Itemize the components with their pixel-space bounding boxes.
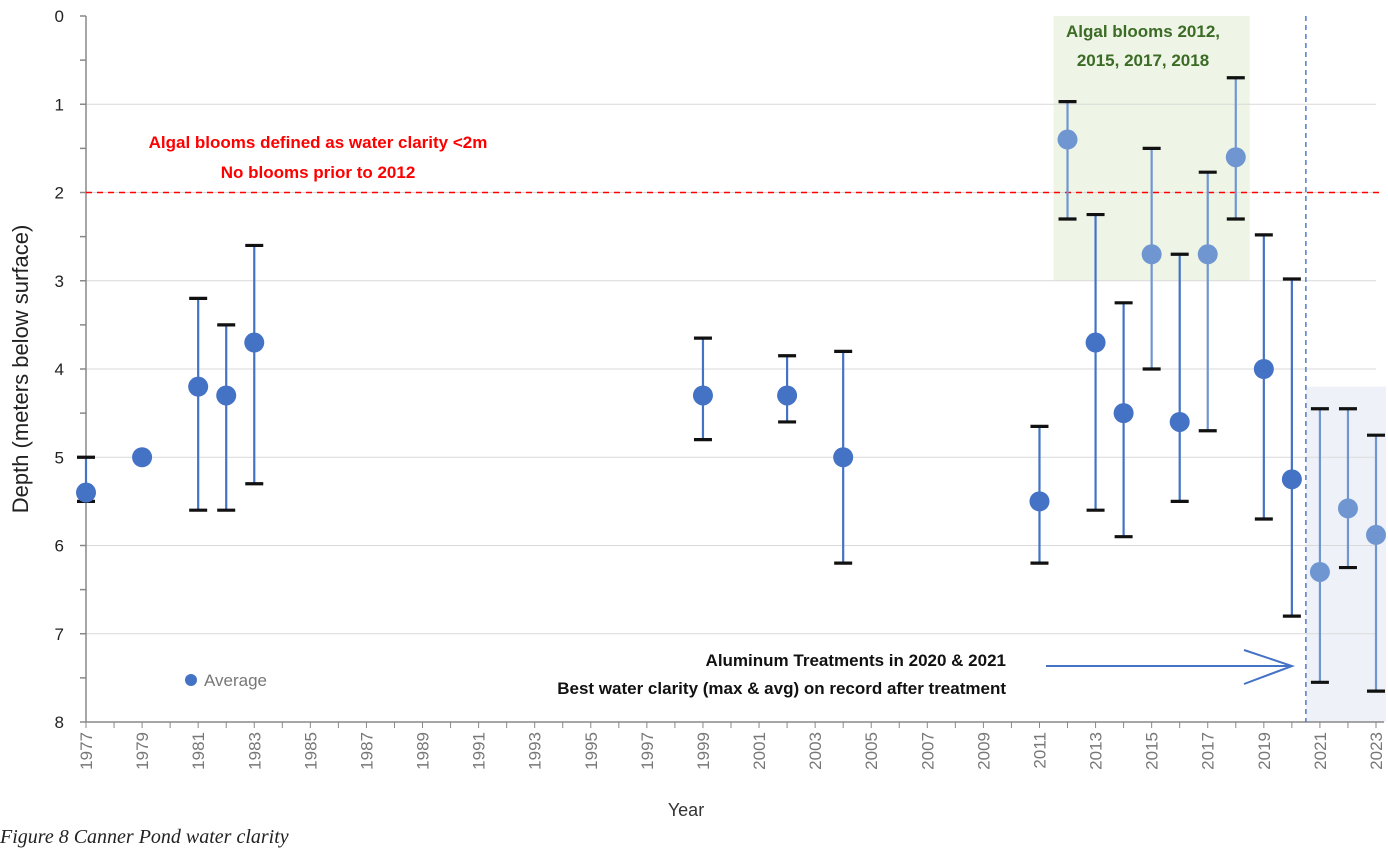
threshold-note-line1: Algal blooms defined as water clarity <2…	[149, 133, 488, 152]
average-point	[244, 332, 265, 353]
legend-label: Average	[204, 671, 267, 690]
x-tick-label: 2011	[1030, 732, 1049, 769]
y-tick-label: 8	[55, 713, 64, 732]
y-tick-label: 1	[55, 95, 64, 114]
legend-marker	[185, 674, 197, 686]
average-point	[76, 482, 96, 503]
average-point	[777, 385, 798, 406]
average-point	[1225, 147, 1246, 168]
axes	[85, 16, 1384, 723]
treatment-arrow	[1046, 649, 1295, 685]
average-point	[1366, 524, 1386, 545]
bloom-note-line1: Algal blooms 2012,	[1066, 22, 1220, 41]
y-tick-label: 0	[55, 7, 64, 26]
average-point	[1057, 129, 1078, 150]
x-tick-label: 1997	[638, 732, 657, 770]
legend: Average	[185, 671, 267, 690]
bloom-note-line2: 2015, 2017, 2018	[1077, 51, 1209, 70]
average-point	[188, 376, 209, 397]
bloom-annotation: Algal blooms 2012, 2015, 2017, 2018	[1066, 22, 1220, 70]
x-tick-label: 1979	[133, 732, 152, 770]
average-point	[1029, 491, 1050, 512]
x-tick-label: 1991	[470, 732, 489, 770]
average-point	[1337, 498, 1358, 519]
threshold-note-line2: No blooms prior to 2012	[221, 163, 416, 182]
x-tick-label: 2001	[750, 732, 769, 770]
y-tick-label: 4	[55, 360, 64, 379]
reference-lines	[86, 16, 1384, 722]
x-tick-label: 2021	[1311, 732, 1330, 770]
treatment-note-line1: Aluminum Treatments in 2020 & 2021	[706, 651, 1006, 670]
x-axis-title: Year	[668, 800, 704, 820]
x-tick-label: 1977	[77, 732, 96, 770]
x-tick-label: 1989	[414, 732, 433, 770]
average-point	[1281, 469, 1302, 490]
average-point	[1141, 244, 1162, 265]
x-tick-label: 2015	[1143, 732, 1162, 770]
average-points	[76, 129, 1386, 582]
average-point	[1085, 332, 1106, 353]
x-tick-label: 1985	[301, 732, 320, 770]
post-treatment-region	[1305, 386, 1386, 722]
x-tick-label: 1999	[694, 732, 713, 770]
x-tick-label: 2007	[918, 732, 937, 770]
x-tick-label: 1987	[357, 732, 376, 770]
average-point	[1253, 359, 1274, 379]
treatment-note-line2: Best water clarity (max & avg) on record…	[557, 679, 1006, 698]
average-point	[1113, 403, 1134, 424]
y-tick-labels: 0 1 2 3 4 5 6 7 8	[55, 7, 64, 732]
average-point	[1197, 244, 1218, 265]
x-tick-label: 2009	[974, 732, 993, 770]
average-point	[692, 385, 713, 406]
treatment-annotation: Aluminum Treatments in 2020 & 2021 Best …	[557, 651, 1006, 698]
y-tick-label: 6	[55, 537, 64, 556]
figure-caption: Figure 8 Canner Pond water clarity	[0, 826, 289, 848]
y-axis-title: Depth (meters below surface)	[8, 225, 33, 514]
y-tick-label: 7	[55, 625, 64, 644]
x-tick-label: 2023	[1367, 732, 1386, 770]
threshold-annotation: Algal blooms defined as water clarity <2…	[149, 133, 488, 182]
x-tick-label: 2017	[1199, 732, 1218, 770]
average-point	[833, 447, 854, 468]
x-tick-label: 1983	[245, 732, 264, 770]
x-tick-label: 2019	[1255, 732, 1274, 770]
x-tick-label: 1995	[582, 732, 601, 770]
y-tick-label: 2	[55, 184, 64, 203]
x-tick-labels: 1977 1979 1981 1983 1985 1987 1989 1991 1993 1995…	[77, 722, 1386, 770]
average-point	[1169, 411, 1190, 432]
x-tick-label: 1981	[189, 732, 208, 770]
average-point	[132, 447, 153, 468]
x-tick-label: 1993	[526, 732, 545, 770]
average-point	[216, 385, 237, 406]
y-tick-label: 5	[55, 448, 64, 467]
average-point	[1309, 561, 1330, 582]
x-tick-label: 2005	[862, 732, 881, 770]
y-tick-label: 3	[55, 272, 64, 291]
x-tick-label: 2003	[806, 732, 825, 770]
x-tick-label: 2013	[1087, 732, 1106, 770]
